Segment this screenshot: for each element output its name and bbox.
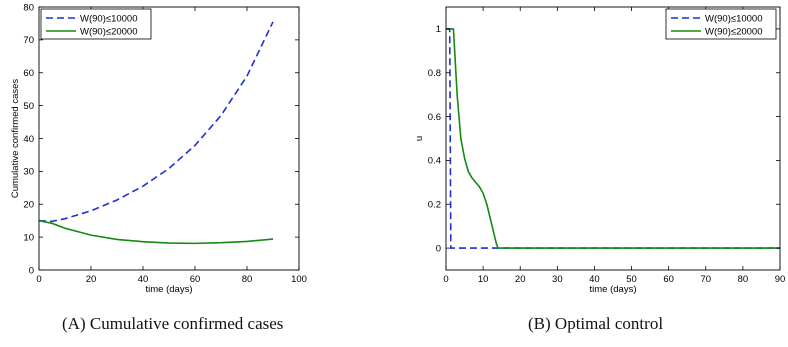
chart-panel-a: 0 20 40 60 80 100 0 10 20 30 40 50 60 70 80 time (days)… xyxy=(10,2,307,334)
chart-1-y-tick-label-4: 0.8 xyxy=(428,68,441,79)
chart-0-y-tick-label-8: 80 xyxy=(23,2,34,13)
chart-1-x-tick-label-0: 0 xyxy=(443,274,448,285)
chart-1-x-axis-label: time (days) xyxy=(590,284,637,295)
chart-a-svg: 0 20 40 60 80 100 0 10 20 30 40 50 60 70 80 time (days)… xyxy=(10,2,307,295)
chart-1-x-tick-label-1: 10 xyxy=(478,274,489,285)
chart-0-y-tick-label-2: 20 xyxy=(23,200,34,211)
chart-0-y-tick-label-6: 60 xyxy=(23,68,34,79)
caption-b: (B) Optimal control xyxy=(528,314,663,334)
chart-0-x-tick-label-3: 60 xyxy=(190,274,201,285)
caption-a: (A) Cumulative confirmed cases xyxy=(62,314,283,334)
chart-1-x-tick-label-6: 60 xyxy=(663,274,674,285)
chart-1-series-line-0 xyxy=(446,28,780,249)
chart-1-y-axis-label: u xyxy=(414,136,425,141)
chart-0-series-line-1 xyxy=(39,219,274,245)
chart-0-y-tick-label-1: 10 xyxy=(23,232,34,243)
chart-1-x-tick-label-4: 40 xyxy=(589,274,600,285)
chart-0-x-tick-label-2: 40 xyxy=(138,274,149,285)
chart-1-legend-label-0: W(90)≤10000 xyxy=(705,14,763,25)
chart-0-y-tick-label-0: 0 xyxy=(29,265,34,276)
chart-0-plot-frame xyxy=(38,6,300,271)
chart-0-legend: W(90)≤10000 W(90)≤20000 xyxy=(40,8,152,40)
chart-0-legend-label-1: W(90)≤20000 xyxy=(80,27,138,38)
chart-0-y-tick-label-7: 70 xyxy=(23,35,34,46)
chart-1-x-tick-label-3: 30 xyxy=(552,274,563,285)
chart-1-y-tick-label-5: 1 xyxy=(436,24,441,35)
chart-panel-b: 0 10 20 30 40 50 60 70 80 90 0 0.2 0.4 0.6 0.8 1 time (d… xyxy=(394,0,788,347)
chart-0-y-axis-label: Cumulative confirmed cases xyxy=(10,79,21,199)
chart-0-x-tick-label-0: 0 xyxy=(36,274,41,285)
chart-1-x-tick-label-2: 20 xyxy=(515,274,526,285)
chart-1-series-line-1 xyxy=(446,28,780,249)
chart-1-x-tick-label-9: 90 xyxy=(775,274,786,285)
chart-1-x-tick-label-5: 50 xyxy=(626,274,637,285)
chart-1-y-tick-label-0: 0 xyxy=(436,243,441,254)
chart-1-legend-label-1: W(90)≤20000 xyxy=(705,27,763,38)
chart-0-legend-label-0: W(90)≤10000 xyxy=(80,14,138,25)
chart-0-y-tick-label-5: 50 xyxy=(23,101,34,112)
chart-1-y-tick-label-2: 0.4 xyxy=(428,156,441,167)
caption-a-text: Cumulative confirmed cases xyxy=(89,314,284,333)
chart-1-x-tick-label-7: 70 xyxy=(700,274,711,285)
caption-b-tag: (B) xyxy=(528,314,551,333)
chart-1-legend-box xyxy=(665,8,777,40)
caption-a-tag: (A) xyxy=(62,314,86,333)
chart-0-y-tick-label-4: 40 xyxy=(23,134,34,145)
chart-0-x-axis-label: time (days) xyxy=(146,284,193,295)
chart-0-legend-box xyxy=(40,8,152,40)
chart-b-svg: 0 10 20 30 40 50 60 70 80 90 0 0.2 0.4 0.6 0.8 1 time (d… xyxy=(414,6,786,295)
chart-1-x-tick-label-8: 80 xyxy=(738,274,749,285)
chart-1-y-tick-label-3: 0.6 xyxy=(428,112,441,123)
chart-0-x-tick-label-5: 100 xyxy=(291,274,307,285)
chart-0-x-tick-label-4: 80 xyxy=(242,274,253,285)
chart-1-legend: W(90)≤10000 W(90)≤20000 xyxy=(665,8,777,40)
chart-1-y-tick-label-1: 0.2 xyxy=(428,200,441,211)
caption-b-text: Optimal control xyxy=(554,314,664,333)
chart-0-x-tick-label-1: 20 xyxy=(86,274,97,285)
chart-0-y-tick-label-3: 30 xyxy=(23,167,34,178)
chart-0-series-line-0 xyxy=(39,21,274,223)
chart-1-plot-frame xyxy=(445,6,781,271)
